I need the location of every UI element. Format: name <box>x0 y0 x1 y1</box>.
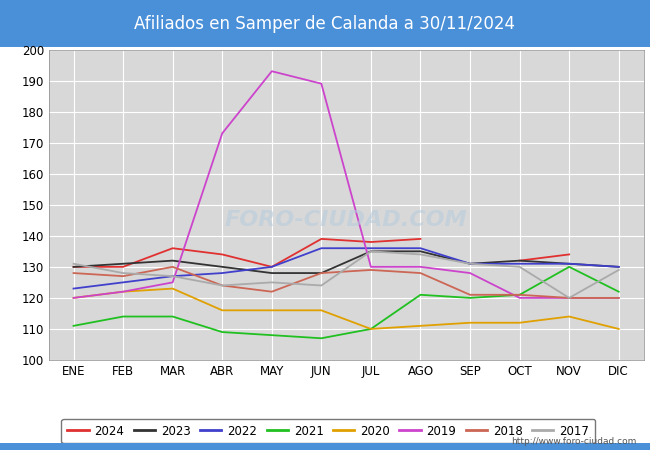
Text: FORO-CIUDAD.COM: FORO-CIUDAD.COM <box>225 210 467 230</box>
Text: Afiliados en Samper de Calanda a 30/11/2024: Afiliados en Samper de Calanda a 30/11/2… <box>135 14 515 33</box>
Text: http://www.foro-ciudad.com: http://www.foro-ciudad.com <box>512 436 637 446</box>
Legend: 2024, 2023, 2022, 2021, 2020, 2019, 2018, 2017: 2024, 2023, 2022, 2021, 2020, 2019, 2018… <box>61 418 595 444</box>
